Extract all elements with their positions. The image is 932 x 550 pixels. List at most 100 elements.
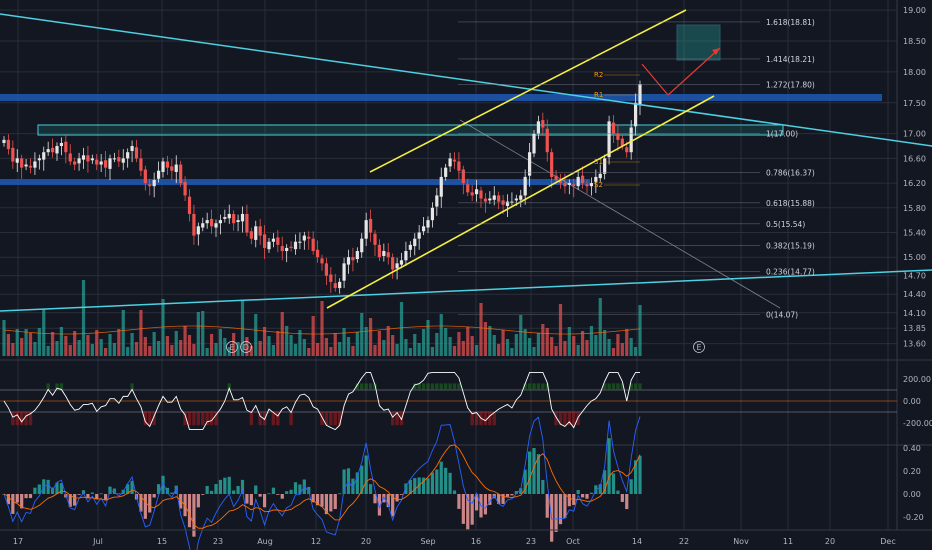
cci-oversold-fill (143, 412, 148, 426)
candle-body (262, 234, 267, 248)
volume-bar (86, 335, 90, 356)
macd-histogram-bar (192, 494, 196, 537)
macd-pane (2, 416, 642, 550)
volume-bar (249, 346, 253, 356)
cci-oversold-fill (15, 412, 19, 426)
macd-histogram-bar (156, 484, 161, 494)
macd-histogram-bar (342, 469, 346, 494)
price-tick-label: 13.85 (903, 324, 926, 333)
macd-histogram-bar (483, 494, 488, 515)
volume-bar (77, 340, 81, 356)
macd-histogram-bar (399, 494, 404, 495)
candle-body (550, 152, 554, 177)
macd-histogram-bar (117, 493, 121, 495)
macd-histogram-bar (497, 494, 501, 504)
volume-bar (633, 347, 638, 356)
macd-histogram-bar (143, 494, 147, 519)
candle-body (576, 176, 580, 187)
macd-histogram-bar (457, 494, 461, 509)
macd-histogram-bar (439, 461, 443, 494)
volume-bar (594, 335, 598, 356)
volume-bar (320, 301, 324, 356)
cci-oversold-fill (488, 412, 492, 426)
cci-oversold-fill (148, 412, 152, 426)
price-axis[interactable]: 19.00 18.50 18.00 17.50 17.00 16.60 16.20 15.80… (903, 6, 932, 522)
volume-bar (430, 347, 435, 356)
volume-bar (262, 327, 267, 356)
volume-bar (492, 335, 496, 356)
macd-histogram-bar (523, 469, 527, 494)
candle-body (179, 164, 183, 184)
candle-body (474, 189, 479, 195)
cci-oversold-fill (183, 412, 187, 426)
cci-oversold-fill (205, 412, 209, 426)
candle-body (452, 159, 457, 162)
projection-arrow-up (667, 47, 721, 96)
cci-overbought-fill (616, 383, 620, 390)
candle-body (377, 244, 382, 258)
pivot-label: R2 (594, 71, 603, 79)
volume-bar (99, 339, 103, 356)
macd-histogram-bar (223, 477, 227, 494)
macd-histogram-bar (598, 484, 602, 494)
volume-bar (466, 327, 470, 356)
fib-level-label: 0.382(15.19) (766, 241, 815, 250)
fib-level-label: 0.786(16.37) (766, 169, 815, 178)
macd-histogram-bar (6, 494, 11, 505)
candle-body (554, 175, 558, 180)
volume-bar (426, 320, 430, 356)
candle-body (594, 176, 598, 182)
volume-bar (625, 329, 629, 356)
candle-body (351, 257, 355, 261)
cci-oversold-fill (192, 412, 196, 426)
price-tick-label: 15.80 (903, 204, 926, 213)
volume-bar (541, 324, 545, 356)
event-marker-circle (240, 341, 252, 353)
macd-histogram-bar (585, 494, 589, 499)
candle-body (245, 213, 249, 233)
macd-histogram-bar (351, 478, 355, 494)
cci-oversold-fill (576, 412, 580, 426)
price-tick-label: 14.40 (903, 290, 926, 299)
volume-bar (209, 334, 214, 356)
volume-bar (68, 345, 72, 356)
time-axis[interactable]: 17 Jul 15 23 Aug 12 20 Sep 16 23 Oct 14 22 Nov 11 20 Dec (0, 529, 932, 546)
candle-body (567, 183, 571, 185)
cci-oversold-fill (395, 412, 399, 426)
cci-oversold-fill (187, 412, 192, 426)
volume-bar (324, 338, 329, 356)
macd-histogram-bar (364, 455, 368, 494)
macd-histogram-bar (320, 494, 324, 507)
cci-oversold-fill (271, 412, 276, 426)
cci-oversold-fill (19, 412, 24, 426)
candle-body (64, 141, 68, 153)
time-tick-label: 15 (157, 537, 167, 546)
volume-bar (20, 338, 24, 356)
macd-histogram-bar (276, 494, 280, 495)
cci-oversold-fill (470, 412, 474, 426)
candle-body (307, 236, 311, 239)
volume-bar (505, 339, 510, 356)
candle-body (479, 190, 483, 199)
volume-bar (280, 312, 284, 356)
zone-box-outline (37, 124, 784, 136)
fib-level-label: 0.618(15.88) (766, 199, 815, 208)
drawing-overlays-back (0, 24, 882, 309)
volume-bar (201, 311, 205, 356)
candle-body (187, 196, 192, 214)
candle-body (598, 173, 602, 179)
macd-histogram-bar (307, 486, 311, 494)
volume-bar (218, 329, 223, 356)
cci-oversold-fill (324, 412, 329, 426)
candle-body (2, 139, 6, 143)
macd-histogram-bar (333, 494, 337, 510)
macd-histogram-bar (527, 451, 532, 494)
candle-body (585, 184, 589, 187)
candle-body (523, 176, 527, 196)
candle-body (240, 213, 245, 222)
volume-bar (315, 343, 320, 356)
candle-body (470, 192, 474, 196)
channel-lower-line (326, 95, 715, 309)
macd-histogram-bar (315, 494, 320, 506)
